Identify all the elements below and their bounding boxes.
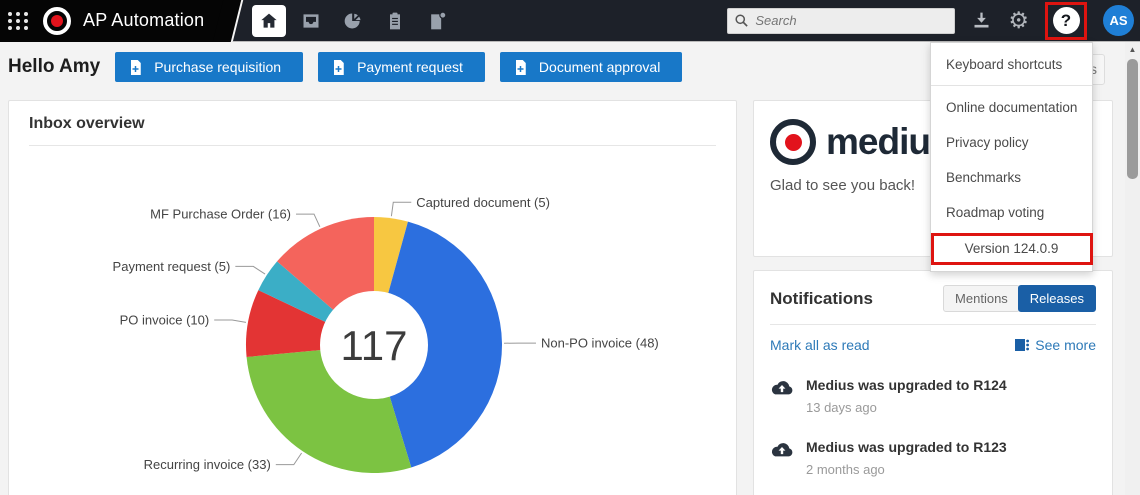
avatar[interactable]: AS: [1103, 5, 1134, 36]
purchase-requisition-button[interactable]: Purchase requisition: [115, 52, 304, 82]
medius-wordmark: medius: [826, 121, 951, 162]
top-navbar: AP Automation: [0, 0, 1140, 42]
menu-item-privacy-policy[interactable]: Privacy policy: [946, 135, 1029, 150]
greeting-row: Hello Amy Purchase requisition Payment r…: [8, 52, 683, 82]
help-icon[interactable]: ?: [1052, 7, 1080, 34]
download-icon[interactable]: [971, 10, 992, 31]
document-plus-icon: [334, 59, 344, 75]
search-icon: [735, 14, 749, 27]
slice-label: MF Purchase Order (16): [150, 207, 291, 222]
menu-item-online-documentation[interactable]: Online documentation: [946, 100, 1078, 115]
document-approval-button[interactable]: Document approval: [499, 52, 683, 82]
new-document-icon[interactable]: [420, 5, 454, 37]
main-nav: [252, 4, 454, 37]
help-dropdown-menu: Keyboard shortcuts Online documentation …: [930, 42, 1093, 272]
mark-all-read-link[interactable]: Mark all as read: [770, 337, 870, 353]
notifications-title: Notifications: [770, 288, 873, 308]
notifications-tabs: Mentions Releases: [943, 285, 1096, 312]
medius-logo-icon: [770, 119, 816, 165]
notifications-header: Notifications Mentions Releases: [770, 285, 1096, 312]
inbox-icon[interactable]: [294, 5, 328, 37]
brand-section: AP Automation: [0, 0, 231, 42]
app-title: AP Automation: [83, 10, 205, 30]
menu-version-label: Version 124.0.9: [931, 233, 1093, 265]
home-icon[interactable]: [252, 4, 287, 37]
search-box[interactable]: [727, 7, 956, 34]
donut-slice[interactable]: [374, 221, 503, 468]
tab-releases[interactable]: Releases: [1017, 285, 1096, 312]
button-label: Payment request: [357, 59, 463, 75]
scrollbar[interactable]: ▲: [1125, 42, 1140, 495]
button-label: Document approval: [538, 59, 661, 75]
gear-icon[interactable]: ⚙: [1008, 7, 1029, 33]
tab-mentions[interactable]: Mentions: [943, 285, 1020, 312]
cloud-upload-icon: [771, 443, 793, 457]
notification-title: Medius was upgraded to R124: [806, 377, 1007, 393]
menu-item-benchmarks[interactable]: Benchmarks: [946, 170, 1022, 185]
welcome-logo-row: medius: [770, 119, 1096, 165]
donut-hole: [320, 291, 428, 399]
version-text: Version 124.0.9: [964, 241, 1059, 256]
notifications-links: Mark all as read See more: [770, 337, 1096, 353]
menu-item-roadmap-voting[interactable]: Roadmap voting: [946, 205, 1045, 220]
notification-item[interactable]: Medius was upgraded to R124 13 days ago: [770, 377, 1096, 415]
clipboard-icon[interactable]: [378, 5, 412, 37]
notification-item[interactable]: Medius was upgraded to R123 2 months ago: [770, 439, 1096, 477]
see-more-link[interactable]: See more: [1015, 337, 1096, 353]
navbar-right: ⚙ ? AS: [727, 1, 1140, 40]
notification-time: 13 days ago: [806, 400, 877, 415]
welcome-message: Glad to see you back!: [770, 177, 916, 194]
notifications-widget: Notifications Mentions Releases Mark all…: [753, 270, 1113, 495]
label-leader-line: [296, 213, 321, 228]
slice-label: PO invoice (10): [120, 312, 210, 327]
slice-label: Captured document (5): [416, 195, 550, 210]
page-greeting: Hello Amy: [8, 56, 101, 77]
scrollbar-thumb[interactable]: [1127, 59, 1138, 179]
slice-label: Payment request (5): [113, 259, 231, 274]
label-leader-line: [390, 201, 412, 217]
slice-label: Non-PO invoice (48): [541, 336, 659, 351]
inbox-donut-chart: Captured document (5) Non-PO invoice (48)…: [9, 145, 738, 495]
menu-item-keyboard-shortcuts[interactable]: Keyboard shortcuts: [946, 57, 1063, 72]
divider: [770, 324, 1096, 325]
label-leader-line: [214, 319, 247, 323]
notification-body: Medius was upgraded to R124 13 days ago: [806, 377, 1007, 415]
inbox-overview-widget: Inbox overview Captured document (5) Non-…: [8, 100, 737, 495]
notification-title: Medius was upgraded to R123: [806, 439, 1007, 455]
widget-title: Inbox overview: [29, 115, 145, 132]
divider: [29, 145, 716, 146]
button-label: Purchase requisition: [154, 59, 282, 75]
document-plus-icon: [131, 59, 141, 75]
see-more-label: See more: [1035, 337, 1096, 353]
label-leader-line: [235, 265, 266, 275]
pie-chart-icon[interactable]: [336, 5, 370, 37]
notification-time: 2 months ago: [806, 462, 885, 477]
donut-chart-svg[interactable]: Captured document (5) Non-PO invoice (48)…: [9, 145, 738, 495]
releases-grid-icon: [1015, 339, 1030, 351]
cloud-upload-icon: [771, 381, 793, 395]
label-leader-line: [275, 452, 303, 466]
notification-body: Medius was upgraded to R123 2 months ago: [806, 439, 1007, 477]
donut-center-total: 117: [341, 322, 408, 369]
document-plus-icon: [515, 59, 526, 75]
payment-request-button[interactable]: Payment request: [318, 52, 485, 82]
scroll-up-arrow[interactable]: ▲: [1128, 45, 1137, 54]
app-grid-icon[interactable]: [8, 11, 29, 30]
medius-logo-icon[interactable]: [43, 6, 71, 35]
menu-divider: [931, 85, 1092, 86]
slice-label: Recurring invoice (33): [144, 457, 271, 472]
search-input[interactable]: [755, 13, 949, 28]
help-button-wrap: ?: [1045, 1, 1087, 40]
